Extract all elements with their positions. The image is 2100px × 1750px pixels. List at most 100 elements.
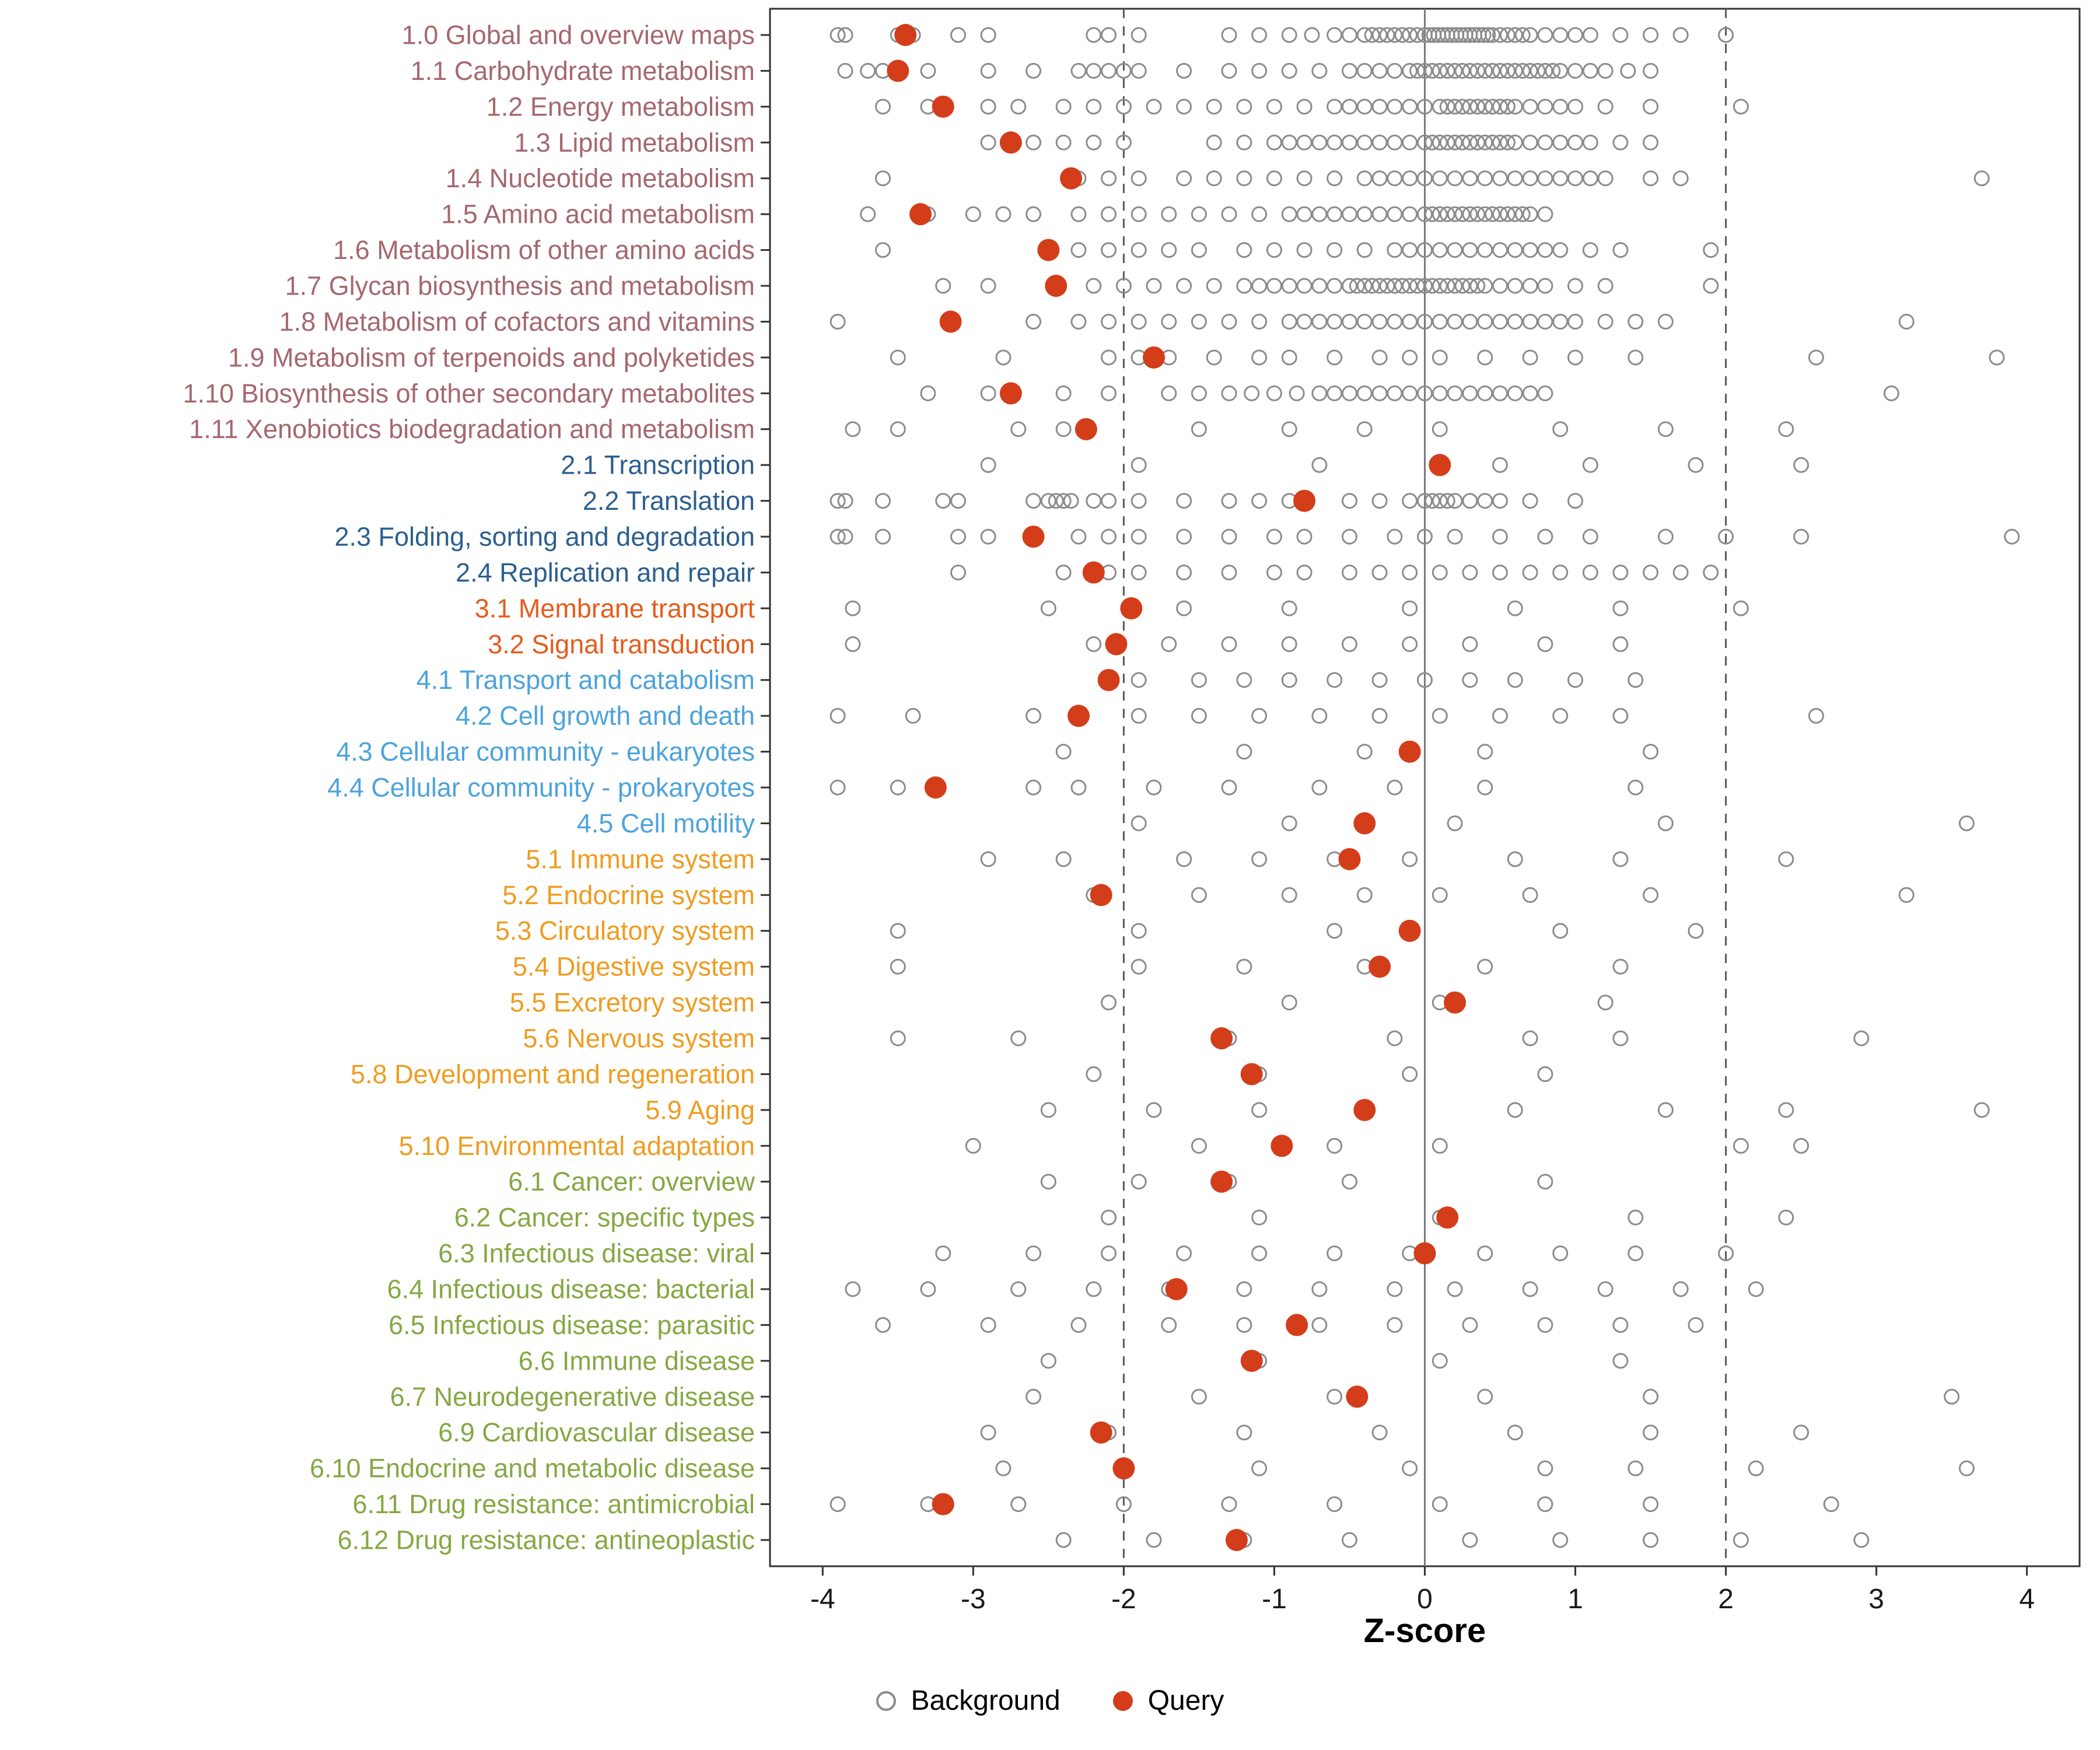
background-point xyxy=(837,27,853,43)
background-point xyxy=(1507,313,1523,330)
background-point xyxy=(1537,313,1553,330)
y-axis-label: 5.4 Digestive system xyxy=(513,952,755,982)
background-point xyxy=(1432,385,1448,401)
background-point xyxy=(1492,385,1508,401)
y-axis-label: 2.3 Folding, sorting and degradation xyxy=(334,522,755,552)
background-point xyxy=(1402,493,1418,509)
background-point xyxy=(1597,1281,1614,1297)
background-point xyxy=(875,1317,891,1333)
background-point xyxy=(1402,1460,1418,1476)
background-point xyxy=(1688,1317,1704,1333)
background-point xyxy=(1499,62,1516,79)
background-point xyxy=(1462,385,1478,401)
background-point xyxy=(1387,242,1403,258)
x-tick-label: -1 xyxy=(1262,1584,1287,1615)
background-point xyxy=(1417,170,1433,187)
background-point xyxy=(1522,564,1538,580)
background-point xyxy=(1146,1102,1162,1118)
background-point xyxy=(1326,923,1343,939)
background-point xyxy=(1612,27,1629,43)
background-point xyxy=(980,1317,996,1333)
background-point xyxy=(1958,1460,1975,1476)
background-point xyxy=(1530,62,1546,79)
background-point xyxy=(1507,242,1523,258)
background-point xyxy=(1612,636,1629,652)
background-point xyxy=(1055,744,1072,760)
background-point xyxy=(837,493,853,509)
background-point xyxy=(1206,134,1222,150)
query-point xyxy=(1112,1457,1135,1480)
background-point xyxy=(1026,313,1042,330)
query-point xyxy=(1286,1314,1308,1336)
background-point xyxy=(830,708,846,724)
background-point xyxy=(1296,242,1312,258)
background-point xyxy=(1130,170,1147,187)
background-point xyxy=(1499,99,1516,115)
background-point xyxy=(1480,27,1496,43)
background-point xyxy=(1582,170,1598,187)
background-point xyxy=(1341,278,1357,294)
background-point xyxy=(1146,99,1162,115)
background-point xyxy=(1424,278,1440,294)
background-point xyxy=(890,421,906,438)
x-tick-label: 3 xyxy=(1868,1584,1884,1615)
background-point xyxy=(1462,672,1478,688)
background-point xyxy=(1447,493,1463,509)
background-point xyxy=(1462,493,1478,509)
background-point xyxy=(1371,708,1388,724)
background-point xyxy=(1356,206,1373,222)
background-point xyxy=(1251,1460,1268,1476)
background-point xyxy=(1101,313,1117,330)
background-point xyxy=(1732,99,1749,115)
background-point xyxy=(1130,958,1147,975)
background-point xyxy=(1567,27,1584,43)
background-point xyxy=(950,528,967,545)
background-point xyxy=(1101,27,1117,43)
background-point xyxy=(1432,1138,1448,1154)
background-point xyxy=(1507,62,1523,79)
background-point xyxy=(1462,170,1478,187)
background-point xyxy=(1191,672,1207,688)
background-point xyxy=(1439,99,1455,115)
background-point xyxy=(965,206,981,222)
background-point xyxy=(1326,170,1343,187)
background-point xyxy=(1477,958,1493,975)
background-point xyxy=(980,1424,996,1441)
background-point xyxy=(1236,134,1252,150)
background-point xyxy=(1341,27,1357,43)
background-point xyxy=(1469,134,1486,150)
background-point xyxy=(1266,528,1282,545)
background-point xyxy=(1191,1138,1207,1154)
background-point xyxy=(1070,242,1087,258)
y-axis-label: 4.1 Transport and catabolism xyxy=(416,665,755,695)
legend-label-query: Query xyxy=(1147,1685,1224,1716)
background-point xyxy=(1409,278,1426,294)
background-point xyxy=(1499,206,1516,222)
background-point xyxy=(1537,385,1553,401)
background-point xyxy=(1507,278,1523,294)
background-point xyxy=(1469,278,1486,294)
background-point xyxy=(1086,27,1102,43)
background-point xyxy=(980,134,996,150)
background-point xyxy=(1492,278,1508,294)
background-point xyxy=(1643,1424,1659,1441)
background-point xyxy=(1703,278,1719,294)
background-point xyxy=(1115,278,1132,294)
background-point xyxy=(1296,170,1312,187)
background-point xyxy=(1387,1281,1403,1297)
background-point xyxy=(1394,27,1410,43)
query-point xyxy=(1210,1027,1233,1049)
background-point xyxy=(1628,349,1644,366)
background-point xyxy=(950,27,967,43)
background-point xyxy=(1304,27,1320,43)
background-point xyxy=(1432,313,1448,330)
background-point xyxy=(1432,170,1448,187)
background-point xyxy=(1492,99,1508,115)
background-point xyxy=(1341,99,1357,115)
y-axis-label: 2.2 Translation xyxy=(583,486,755,516)
y-axis-label: 5.2 Endocrine system xyxy=(502,880,755,910)
background-point xyxy=(1371,278,1388,294)
background-point xyxy=(1221,636,1237,652)
background-point xyxy=(1628,779,1644,796)
background-point xyxy=(1477,170,1493,187)
